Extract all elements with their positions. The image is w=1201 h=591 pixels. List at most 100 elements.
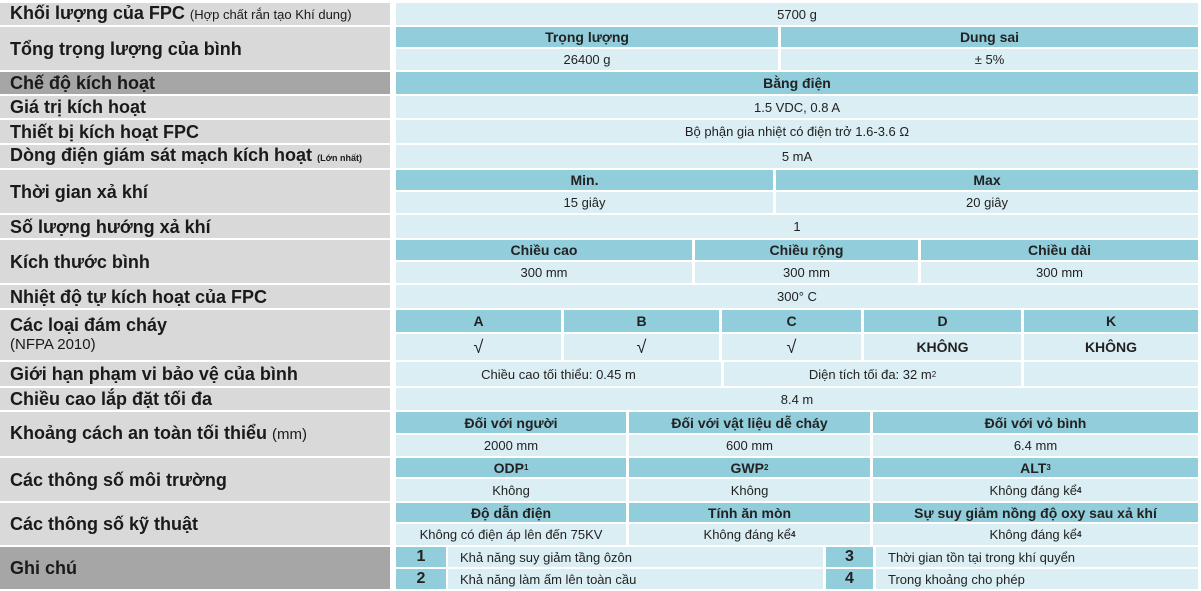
superscript: 4	[1077, 485, 1082, 495]
value-cell: KHÔNG	[1024, 334, 1198, 360]
value-cell: 6.4 mm	[873, 435, 1198, 456]
label-text: Khoảng cách an toàn tối thiểu	[10, 423, 268, 443]
row-activation-device: Thiết bị kích hoạt FPC Bộ phận gia nhiệt…	[0, 120, 1201, 143]
label-text: Khối lượng của FPC	[10, 3, 185, 23]
row-fire-classes: Các loại đám cháy (NFPA 2010) A B C D K √…	[0, 310, 1201, 360]
value-cell: 15 giây	[396, 192, 773, 213]
row-coverage: Giới hạn phạm vi bảo vệ của bình Chiều c…	[0, 362, 1201, 386]
value-cell: 20 giây	[776, 192, 1198, 213]
header-cell: Đối với vật liệu dễ cháy	[629, 412, 870, 433]
header-text: GWP	[730, 459, 764, 476]
value-cell: ± 5%	[781, 49, 1198, 70]
value-cell: 5700 g	[396, 3, 1198, 25]
label-text: Dòng điện giám sát mạch kích hoạt	[10, 145, 313, 165]
header-cell: Min.	[396, 170, 773, 190]
value-text: Không đáng kể	[703, 527, 791, 542]
header-cell: ALT 3	[873, 458, 1198, 477]
header-cell: A	[396, 310, 561, 332]
header-text: ODP	[493, 459, 524, 476]
row-label: Các thông số kỹ thuật	[0, 503, 390, 545]
label-note: (Hợp chất rắn tạo Khí dung)	[189, 7, 352, 22]
header-cell: Sự suy giảm nồng độ oxy sau xả khí	[873, 503, 1198, 522]
value-cell: 1	[396, 215, 1198, 238]
note-number: 2	[396, 569, 446, 589]
row-discharge-directions: Số lượng hướng xả khí 1	[0, 215, 1201, 238]
header-cell: K	[1024, 310, 1198, 332]
header-cell: Dung sai	[781, 27, 1198, 47]
row-label: Chế độ kích hoạt	[0, 72, 390, 94]
value-cell: Không	[396, 479, 626, 501]
note-number: 3	[826, 547, 873, 567]
label-note: (mm)	[272, 426, 308, 443]
row-label: Các thông số môi trường	[0, 458, 390, 501]
superscript: 4	[791, 530, 796, 539]
header-cell: Đối với người	[396, 412, 626, 433]
row-label: Chiều cao lắp đặt tối đa	[0, 388, 390, 410]
row-environment: Các thông số môi trường ODP 1 GWP 2 ALT 3 K…	[0, 458, 1201, 501]
value-cell: √	[396, 334, 561, 360]
row-label: Khoảng cách an toàn tối thiểu (mm)	[0, 412, 390, 456]
row-label: Khối lượng của FPC (Hợp chất rắn tạo Khí…	[0, 3, 390, 25]
value-cell: 300 mm	[396, 262, 692, 283]
value-cell: 26400 g	[396, 49, 778, 70]
value-cell: Không có điện áp lên đến 75KV	[396, 524, 626, 545]
value-cell: √	[564, 334, 719, 360]
value-cell: 8.4 m	[396, 388, 1198, 410]
header-text: ALT	[1020, 459, 1047, 476]
note-text: Trong khoảng cho phép	[876, 569, 1198, 589]
header-cell: D	[864, 310, 1021, 332]
header-cell: C	[722, 310, 861, 332]
value-cell: Không đáng kể 4	[873, 524, 1198, 545]
value-cell: Bộ phận gia nhiệt có điện trở 1.6-3.6 Ω	[396, 120, 1198, 143]
label-note: (NFPA 2010)	[10, 336, 96, 353]
label-text: Các loại đám cháy	[10, 315, 168, 335]
row-technical: Các thông số kỹ thuật Độ dẫn điện Tính ă…	[0, 503, 1201, 545]
row-label: Giá trị kích hoạt	[0, 96, 390, 118]
row-total-weight: Tổng trọng lượng của bình Trọng lượng Du…	[0, 27, 1201, 70]
row-label: Nhiệt độ tự kích hoạt của FPC	[0, 285, 390, 308]
note-text: Khả năng suy giảm tầng ôzôn	[448, 547, 823, 567]
note-text: Thời gian tồn tại trong khí quyển	[876, 547, 1198, 567]
superscript: 4	[1077, 530, 1082, 539]
header-cell: GWP 2	[629, 458, 870, 477]
value-cell: 2000 mm	[396, 435, 626, 456]
value-cell: KHÔNG	[864, 334, 1021, 360]
row-label: Số lượng hướng xả khí	[0, 215, 390, 238]
value-cell: Không đáng kể 4	[629, 524, 870, 545]
row-activation-mode: Chế độ kích hoạt Bằng điện	[0, 72, 1201, 94]
row-activation-value: Giá trị kích hoạt 1.5 VDC, 0.8 A	[0, 96, 1201, 118]
header-cell: B	[564, 310, 719, 332]
row-label: Các loại đám cháy (NFPA 2010)	[0, 310, 390, 360]
value-cell: Không đáng kể 4	[873, 479, 1198, 501]
value-cell: Chiều cao tối thiểu: 0.45 m	[396, 362, 721, 386]
row-notes: Ghi chú 1 Khả năng suy giảm tầng ôzôn 2 …	[0, 547, 1201, 589]
superscript: 2	[764, 463, 769, 472]
header-cell: Đối với vỏ bình	[873, 412, 1198, 433]
row-size: Kích thước bình Chiều cao Chiều rộng Chi…	[0, 240, 1201, 283]
header-cell: Trọng lượng	[396, 27, 778, 47]
value-cell: 1.5 VDC, 0.8 A	[396, 96, 1198, 118]
row-label: Kích thước bình	[0, 240, 390, 283]
superscript: 3	[1046, 463, 1051, 472]
row-safe-distance: Khoảng cách an toàn tối thiểu (mm) Đối v…	[0, 412, 1201, 456]
value-cell: 300 mm	[921, 262, 1198, 283]
row-label: Giới hạn phạm vi bảo vệ của bình	[0, 362, 390, 386]
header-cell: ODP 1	[396, 458, 626, 477]
value-cell: Bằng điện	[396, 72, 1198, 94]
note-number: 4	[826, 569, 873, 589]
value-cell: 600 mm	[629, 435, 870, 456]
value-text: Diện tích tối đa: 32 m	[808, 366, 932, 382]
row-discharge-time: Thời gian xả khí Min. Max 15 giây 20 giâ…	[0, 170, 1201, 213]
empty-cell	[1024, 362, 1198, 386]
superscript: 1	[523, 463, 529, 472]
row-label: Tổng trọng lượng của bình	[0, 27, 390, 70]
header-cell: Max	[776, 170, 1198, 190]
row-self-activation-temp: Nhiệt độ tự kích hoạt của FPC 300° C	[0, 285, 1201, 308]
superscript: 2	[931, 369, 937, 379]
header-cell: Độ dẫn điện	[396, 503, 626, 522]
value-text: Không đáng kể	[989, 482, 1077, 498]
row-monitor-current: Dòng điện giám sát mạch kích hoạt (Lớn n…	[0, 145, 1201, 168]
note-text: Khả năng làm ấm lên toàn cầu	[448, 569, 823, 589]
note-number: 1	[396, 547, 446, 567]
